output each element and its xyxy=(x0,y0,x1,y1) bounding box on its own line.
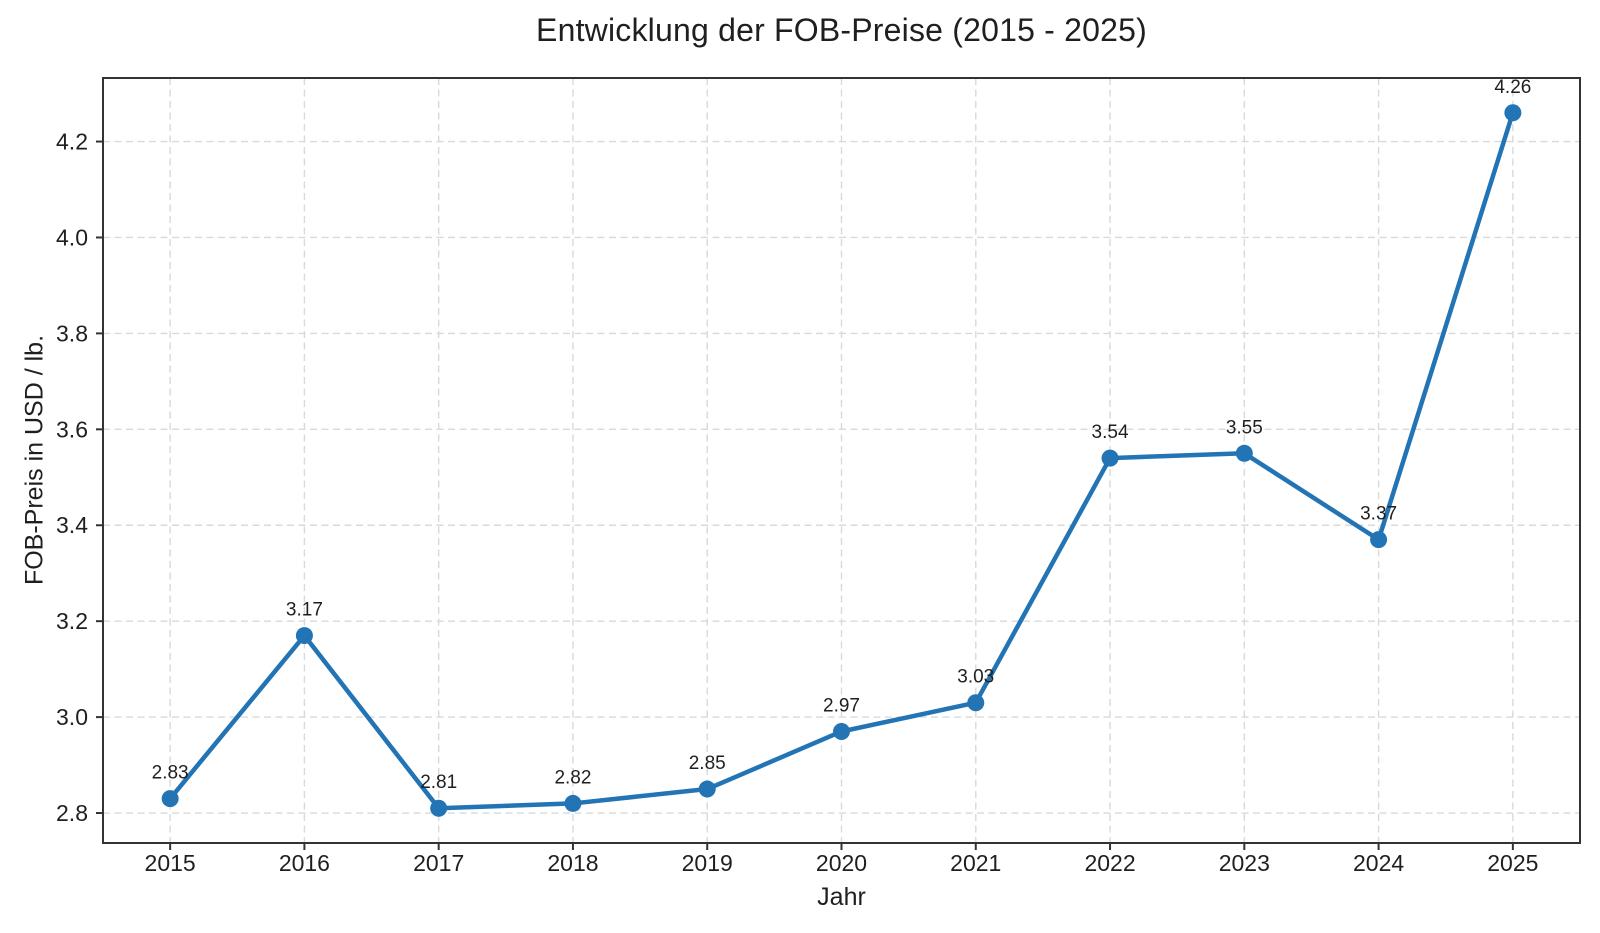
x-tick-label: 2021 xyxy=(950,850,1001,876)
y-tick-label: 3.4 xyxy=(56,512,88,538)
data-point-label: 2.85 xyxy=(689,753,726,774)
data-point-marker xyxy=(698,780,716,798)
data-point-marker xyxy=(1235,444,1253,462)
x-axis-label: Jahr xyxy=(817,883,866,911)
data-point-marker xyxy=(1504,104,1522,122)
y-tick-label: 4.2 xyxy=(56,129,88,155)
y-tick-label: 3.2 xyxy=(56,608,88,634)
x-tick-label: 2022 xyxy=(1084,850,1135,876)
data-point-marker xyxy=(295,627,313,645)
data-point-marker xyxy=(161,790,179,808)
data-point-label: 2.83 xyxy=(152,763,189,784)
y-axis-label: FOB-Preis in USD / lb. xyxy=(20,334,49,586)
x-tick-label: 2020 xyxy=(816,850,867,876)
x-tick-label: 2023 xyxy=(1219,850,1270,876)
y-tick-label: 3.0 xyxy=(56,704,88,730)
data-point-label: 2.81 xyxy=(420,772,457,793)
data-point-marker xyxy=(833,722,850,740)
plot-frame xyxy=(102,77,1581,844)
x-tick-label: 2018 xyxy=(547,850,598,876)
y-tick-label: 3.8 xyxy=(56,320,88,346)
data-point-label: 3.54 xyxy=(1092,422,1129,443)
x-tick-label: 2025 xyxy=(1487,850,1538,876)
x-tick-label: 2016 xyxy=(279,850,330,876)
y-tick-label: 4.0 xyxy=(56,224,88,250)
data-point-marker xyxy=(1101,449,1119,467)
data-point-marker xyxy=(564,794,582,812)
x-tick-label: 2017 xyxy=(413,850,464,876)
data-point-label: 3.17 xyxy=(286,600,323,621)
data-point-label: 4.26 xyxy=(1494,77,1531,98)
chart-title: Entwicklung der FOB-Preise (2015 - 2025) xyxy=(536,12,1147,48)
y-tick-label: 3.6 xyxy=(56,416,88,442)
data-point-marker xyxy=(967,694,985,712)
x-tick-label: 2024 xyxy=(1353,850,1404,876)
data-point-label: 3.37 xyxy=(1360,504,1397,525)
x-tick-label: 2019 xyxy=(682,850,733,876)
data-point-marker xyxy=(1370,531,1388,549)
x-tick-label: 2015 xyxy=(145,850,196,876)
data-point-label: 2.97 xyxy=(823,695,860,716)
data-point-label: 3.03 xyxy=(957,667,994,688)
data-point-label: 3.55 xyxy=(1226,417,1263,438)
y-tick-label: 2.8 xyxy=(56,800,88,826)
data-point-label: 2.82 xyxy=(554,767,591,788)
data-point-marker xyxy=(430,799,448,817)
